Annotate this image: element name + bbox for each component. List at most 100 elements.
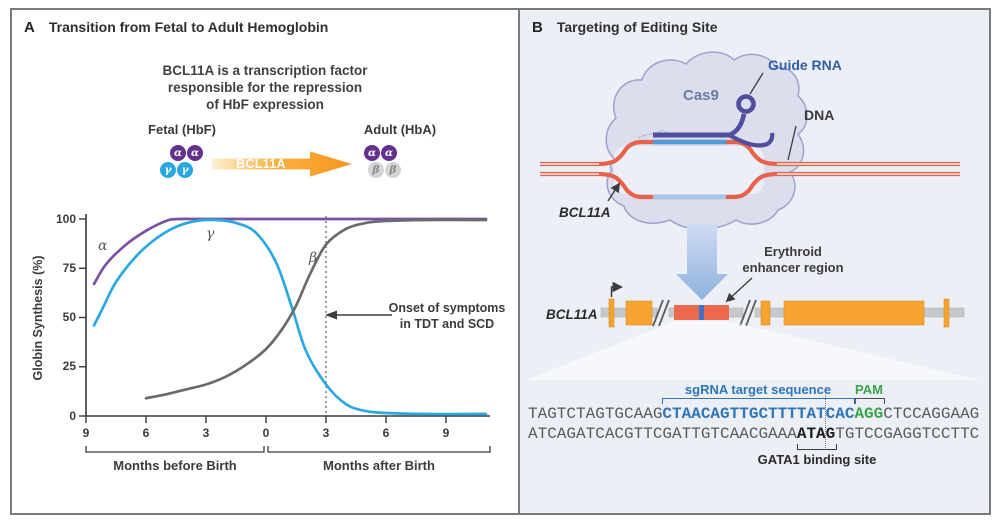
caption-line-3: of HbF expression <box>206 97 324 112</box>
gamma-subunit-icon: γ <box>160 162 176 178</box>
pam-label: PAM <box>855 382 883 397</box>
panel-b-letter: B <box>532 19 543 36</box>
cas9-dna-channel <box>614 146 764 194</box>
panel-a-fetal-to-adult: A Transition from Fetal to Adult Hemoglob… <box>12 10 518 513</box>
sequence-wrapper: sgRNA target sequence PAM TAGTCTAGTGCAAG… <box>528 382 980 478</box>
dna-pointer-line <box>787 125 797 161</box>
months-before-label: Months before Birth <box>113 458 237 473</box>
x-tick-p3: 3 <box>323 426 330 440</box>
x-tick-m9: 9 <box>83 426 90 440</box>
months-before-bracket <box>85 446 265 453</box>
top-strand-pre: TAGTCTAGTGCAAG <box>528 405 663 423</box>
adult-alpha-subunits: α α <box>364 145 397 161</box>
panel-divider <box>518 10 520 513</box>
cas9-label: Cas9 <box>683 87 719 104</box>
zoom-wedge <box>526 321 980 380</box>
gene-label: BCL11A <box>546 307 598 322</box>
bottom-strand-post: TGTCCGAGGTCCTTC <box>835 425 980 443</box>
onset-annotation-line-1: Onset of symptoms <box>389 301 506 315</box>
bcl11a-transition-arrow: BCL11A <box>212 151 352 177</box>
panel-a-title: A Transition from Fetal to Adult Hemoglob… <box>24 19 328 36</box>
cut-site-dotted-line <box>825 395 826 448</box>
onset-annotation-line-2: in TDT and SCD <box>400 317 494 331</box>
y-tick-50: 50 <box>63 310 77 324</box>
gamma-subunit-icon: γ <box>177 162 193 178</box>
alpha-subunit-icon: α <box>187 145 203 161</box>
sgrna-target-label: sgRNA target sequence <box>684 382 832 397</box>
curve-alpha <box>92 217 488 286</box>
gene-break-slashes <box>652 299 757 327</box>
y-tick-0: 0 <box>69 409 76 423</box>
enhancer-label-line-2: enhancer region <box>742 260 843 275</box>
x-tick-0: 0 <box>263 426 270 440</box>
curve-beta <box>144 218 488 400</box>
gamma-curve-label: γ <box>206 226 215 242</box>
bottom-strand-gata1-segment: ATAG <box>796 425 836 443</box>
top-strand-post: CTCCAGGAAG <box>883 405 980 423</box>
globin-curves <box>92 217 488 416</box>
y-tick-marks <box>79 218 86 417</box>
fetal-alpha-subunits: α α <box>170 145 203 161</box>
crispr-illustration: Guide RNA Cas9 DNA BCL11A BCL11A <box>526 51 980 380</box>
adult-beta-subunits: β β <box>368 162 401 178</box>
gata1-binding-site-label: GATA1 binding site <box>757 452 877 467</box>
x-tick-m3: 3 <box>203 426 210 440</box>
guide-rna-molecule <box>653 94 775 148</box>
top-strand-pam-segment: AGG <box>854 405 884 423</box>
guide-rna-pointer-line <box>749 72 764 95</box>
dna-label: DNA <box>804 107 834 123</box>
y-tick-25: 25 <box>63 359 77 373</box>
y-tick-75: 75 <box>63 261 77 275</box>
y-axis-title: Globin Synthesis (%) <box>31 255 45 380</box>
guide-rna-label: Guide RNA <box>768 57 842 73</box>
bottom-strand-pre: ATCAGATCACGTTCGATTGTCAACGAAA <box>528 425 797 443</box>
panel-b-title: B Targeting of Editing Site <box>532 19 718 36</box>
months-after-label: Months after Birth <box>323 458 435 473</box>
panel-a-title-text: Transition from Fetal to Adult Hemoglobi… <box>48 19 329 35</box>
bcl11a-gene-diagram: BCL11A <box>526 244 980 380</box>
x-tick-marks <box>85 416 447 423</box>
panel-b-editing-site: B Targeting of Editing Site <box>520 10 989 513</box>
bcl11a-pointer-label: BCL11A <box>559 205 611 220</box>
sgrna-bracket <box>662 398 856 404</box>
two-panel-figure: A Transition from Fetal to Adult Hemoglob… <box>10 8 991 515</box>
gata1-bracket <box>797 444 837 450</box>
y-tick-100: 100 <box>56 212 76 226</box>
fetal-gamma-subunits: γ γ <box>160 162 193 178</box>
bcl11a-caption: BCL11A is a transcription factor respons… <box>12 62 518 113</box>
globin-synthesis-chart: 100 75 50 25 0 Globin Synthesis (%) 9 6 … <box>31 212 506 473</box>
panel-b-title-text: Targeting of Editing Site <box>556 19 718 35</box>
x-tick-p9: 9 <box>443 426 450 440</box>
caption-line-2: responsible for the repression <box>167 80 363 95</box>
top-strand-sgrna-segment: CTAACAGTTGCTTTTATCAC <box>662 405 855 423</box>
gene-exons <box>608 298 950 328</box>
enhancer-pointer-arrow <box>725 277 753 303</box>
alpha-curve-label: α <box>98 238 108 254</box>
dna-top-strand-sequence: TAGTCTAGTGCAAGCTAACAGTTGCTTTTATCACAGGCTC… <box>528 405 980 423</box>
dna-bottom-strand-sequence: ATCAGATCACGTTCGATTGTCAACGAAAATAGTGTCCGAG… <box>528 425 980 443</box>
caption-line-1: BCL11A is a transcription factor <box>162 63 368 78</box>
duplex-split-lines <box>540 163 960 175</box>
alpha-subunit-icon: α <box>381 145 397 161</box>
arrowhead-left-icon <box>325 310 337 320</box>
bcl11a-arrow-label: BCL11A <box>236 157 286 171</box>
dna-strands <box>540 139 960 200</box>
beta-subunit-icon: β <box>385 162 401 178</box>
transcription-start-arrow <box>610 281 624 297</box>
editing-site-tick <box>699 305 704 320</box>
beta-subunit-icon: β <box>368 162 384 178</box>
sequence-block: sgRNA target sequence PAM TAGTCTAGTGCAAG… <box>520 382 989 482</box>
fetal-hbf-label: Fetal (HbF) <box>148 122 216 137</box>
x-tick-p6: 6 <box>383 426 390 440</box>
bcl11a-pointer-arrow <box>607 182 621 202</box>
pam-bracket <box>854 398 885 404</box>
panel-a-letter: A <box>24 19 35 36</box>
enhancer-label-line-1: Erythroid <box>764 244 822 259</box>
editing-site-arrow-icon <box>676 224 728 300</box>
months-after-bracket <box>267 446 491 453</box>
alpha-subunit-icon: α <box>364 145 380 161</box>
curve-gamma <box>92 218 488 416</box>
beta-curve-label: β <box>308 250 317 266</box>
adult-hba-label: Adult (HbA) <box>363 122 437 137</box>
